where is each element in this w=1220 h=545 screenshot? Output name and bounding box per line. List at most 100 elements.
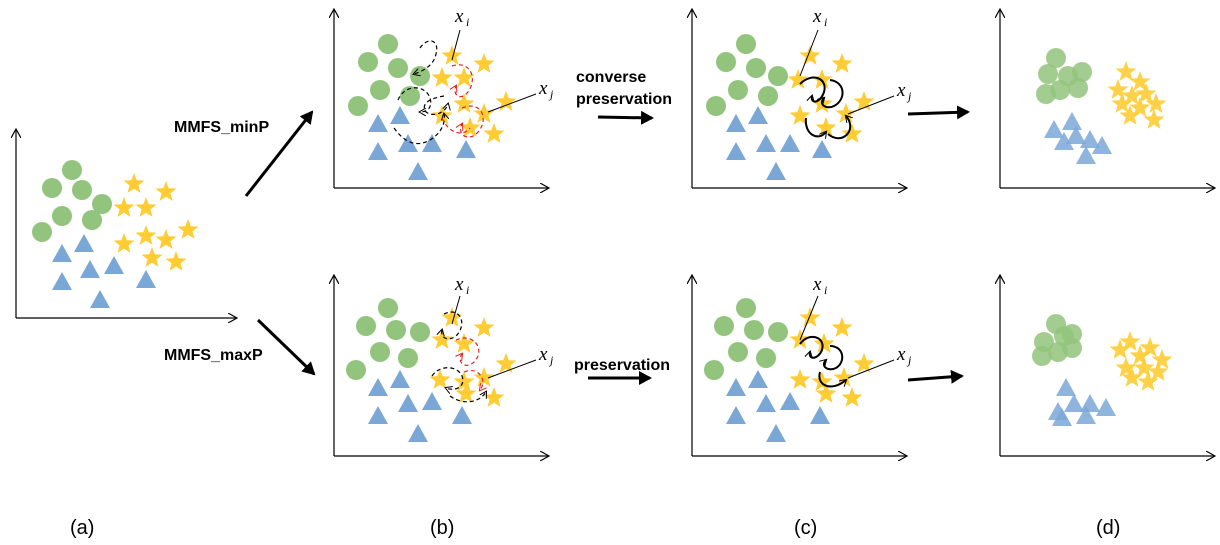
cluster-triangles	[726, 370, 830, 442]
circle-point	[714, 316, 734, 336]
star-point	[1119, 105, 1141, 125]
circle-point	[728, 80, 748, 100]
circle-point	[62, 160, 82, 180]
star-point	[483, 123, 505, 143]
panel-a	[16, 130, 236, 318]
label-xj-sub: j	[548, 353, 554, 367]
cluster-stars	[787, 45, 875, 143]
circle-point	[32, 222, 52, 242]
circle-point	[388, 58, 408, 78]
red-dashed-loop	[456, 337, 480, 366]
triangle-point	[1056, 378, 1076, 396]
triangle-point	[812, 140, 832, 158]
triangle-point	[398, 394, 418, 412]
star-point	[1143, 109, 1165, 129]
triangle-point	[52, 244, 72, 262]
panel-b-top: x i x j	[334, 6, 554, 188]
triangle-point	[52, 272, 72, 290]
circle-point	[400, 86, 420, 106]
star-point	[455, 383, 477, 403]
circle-point	[1038, 64, 1058, 84]
circle-point	[346, 360, 366, 380]
label-xj: x	[538, 78, 548, 99]
star-point	[811, 371, 833, 391]
panel-c-bottom: x i x j	[692, 274, 912, 456]
star-point	[1109, 339, 1131, 359]
triangle-point	[368, 378, 388, 396]
star-point	[1151, 349, 1173, 369]
label-mmfs-maxp: MMFS_maxP	[164, 347, 263, 364]
cluster-stars	[429, 307, 517, 407]
cluster-circles	[706, 34, 788, 116]
label-xj-sub: j	[906, 353, 912, 367]
star-point	[1145, 93, 1167, 113]
triangle-point	[726, 114, 746, 132]
cluster-triangles	[1044, 112, 1112, 164]
circle-point	[42, 178, 62, 198]
circle-point	[72, 180, 92, 200]
triangle-point	[90, 290, 110, 308]
label-preservation: preservation	[574, 357, 670, 374]
xj-pointer	[487, 359, 537, 379]
panel-d-bottom	[1000, 276, 1214, 456]
solid-loop	[799, 76, 826, 102]
panel-label-a: (a)	[70, 517, 94, 539]
triangle-point	[726, 142, 746, 160]
triangle-point	[74, 234, 94, 252]
circle-point	[758, 86, 778, 106]
star-point	[1111, 93, 1133, 113]
star-point	[473, 317, 495, 337]
circle-point	[398, 348, 418, 368]
label-xj: x	[896, 80, 906, 101]
circle-point	[92, 194, 112, 214]
star-point	[1133, 357, 1155, 377]
circle-point	[1072, 62, 1092, 82]
star-point	[1129, 97, 1151, 117]
star-point	[155, 181, 177, 201]
triangle-point	[1044, 120, 1064, 138]
label-xi: x	[812, 274, 822, 295]
triangle-point	[408, 424, 428, 442]
label-xi-sub: i	[824, 15, 827, 29]
triangle-point	[1062, 112, 1082, 130]
arrow-to-maxP	[256, 318, 316, 376]
star-point	[459, 117, 481, 137]
xi-pointer	[799, 295, 819, 341]
star-point	[1121, 367, 1143, 387]
star-point	[815, 383, 837, 403]
triangle-point	[136, 270, 156, 288]
star-point	[453, 371, 475, 391]
triangle-point	[726, 406, 746, 424]
circle-point	[386, 320, 406, 340]
arrow-b-to-c-top	[597, 110, 654, 125]
star-point	[835, 103, 857, 123]
panel-label-d: (d)	[1096, 517, 1120, 539]
star-point	[853, 353, 875, 373]
label-mmfs-minp: MMFS_minP	[174, 119, 269, 136]
circle-point	[744, 320, 764, 340]
cluster-triangles	[1048, 378, 1116, 426]
label-xj: x	[538, 344, 548, 365]
triangle-point	[1092, 136, 1112, 154]
star-point	[473, 103, 495, 123]
circle-point	[736, 34, 756, 54]
label-xi: x	[812, 6, 822, 27]
cluster-circles	[1036, 48, 1092, 104]
star-point	[853, 91, 875, 111]
star-point	[495, 91, 517, 111]
star-point	[841, 387, 863, 407]
triangle-point	[390, 370, 410, 388]
circle-point	[736, 298, 756, 318]
circle-point	[768, 66, 788, 86]
dashed-loop	[449, 392, 486, 403]
star-point	[429, 369, 451, 389]
circle-point	[410, 322, 430, 342]
cluster-circles	[346, 298, 430, 380]
triangle-point	[1052, 408, 1072, 426]
cluster-stars	[113, 173, 199, 271]
star-point	[1115, 61, 1137, 81]
star-point	[1137, 371, 1159, 391]
triangle-point	[368, 142, 388, 160]
panel-c-top: x i x j	[692, 6, 912, 188]
cluster-triangles	[726, 106, 832, 180]
